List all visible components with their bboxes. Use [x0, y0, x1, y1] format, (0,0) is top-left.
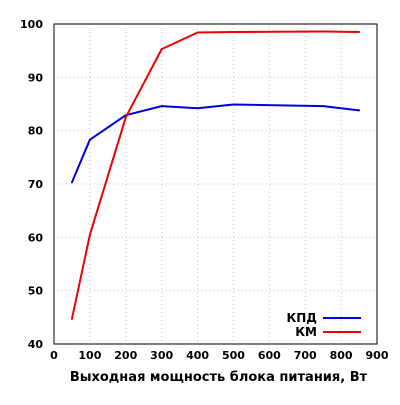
series-1-point: [124, 116, 127, 119]
series-0-point: [70, 181, 73, 184]
x-tick-label: 500: [222, 349, 245, 362]
y-tick-label: 40: [28, 338, 44, 351]
series-1-point: [70, 317, 73, 320]
series-line-0: [70, 103, 360, 183]
series-0-point: [232, 103, 235, 106]
x-tick-label: 300: [150, 349, 173, 362]
x-tick-label: 600: [258, 349, 281, 362]
series-1-point: [322, 30, 325, 33]
x-tick-label: 0: [50, 349, 58, 362]
legend-label-0: КПД: [286, 311, 317, 325]
x-tick-label: 200: [114, 349, 137, 362]
series-0-point: [160, 105, 163, 108]
plot-series: [70, 30, 361, 320]
x-tick-label: 900: [366, 349, 389, 362]
series-0-point: [358, 109, 361, 112]
series-1-point: [358, 31, 361, 33]
series-0-point: [196, 107, 199, 110]
series-1-point: [196, 31, 199, 34]
y-tick-label: 70: [28, 178, 44, 191]
plot-frame: [53, 23, 378, 345]
grid: [54, 24, 377, 344]
x-tick-label: 800: [330, 349, 353, 362]
series-1-point: [232, 31, 235, 33]
y-tick-label: 90: [28, 71, 44, 84]
x-axis-title: Выходная мощность блока питания, Вт: [70, 370, 368, 385]
axis-ticks: 0 100 200 300 400 500 600 700 800 900 40 50 60 70 80 90…: [20, 18, 389, 362]
x-tick-label: 100: [78, 349, 101, 362]
series-1-point: [88, 233, 91, 236]
y-tick-label: 60: [28, 231, 44, 244]
y-tick-label: 50: [28, 285, 44, 298]
legend-label-1: КМ: [295, 325, 317, 339]
y-tick-label: 100: [20, 18, 43, 31]
series-1-point: [160, 48, 163, 51]
series-line-1: [70, 30, 360, 320]
x-tick-label: 700: [294, 349, 317, 362]
y-tick-label: 80: [28, 125, 44, 138]
x-tick-label: 400: [186, 349, 209, 362]
series-0-point: [88, 138, 91, 141]
series-0-point: [322, 105, 325, 108]
